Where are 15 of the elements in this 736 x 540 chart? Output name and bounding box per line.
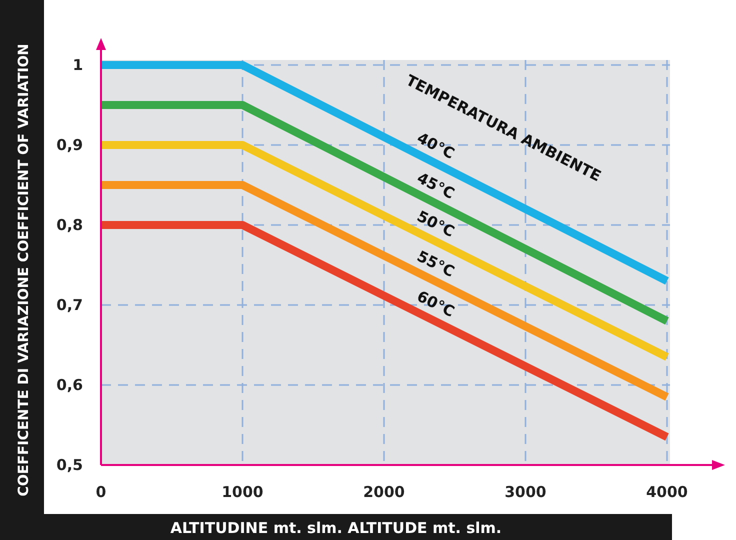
y-tick-label: 0,5 (56, 456, 83, 474)
y-tick-label: 0,6 (56, 376, 83, 394)
y-axis-title: COEFFICENTE DI VARIAZIONE COEFFICIENT OF VARIATION (16, 44, 32, 496)
x-axis-title: ALTITUDINE mt. slm. ALTITUDE mt. slm. (170, 519, 502, 537)
y-tick-label: 1 (72, 56, 83, 74)
text: 45°C (414, 168, 458, 203)
text: 60°C (414, 287, 458, 321)
x-tick-label: 0 (96, 483, 106, 501)
x-tick-label: 4000 (646, 483, 688, 501)
y-tick-label: 0,7 (56, 296, 83, 314)
x-tick-label: 1000 (222, 483, 264, 501)
y-tick-label: 0,9 (56, 136, 83, 154)
x-tick-label: 3000 (504, 483, 546, 501)
x-tick-label: 2000 (363, 483, 405, 501)
y-tick-label: 0,8 (56, 216, 83, 234)
